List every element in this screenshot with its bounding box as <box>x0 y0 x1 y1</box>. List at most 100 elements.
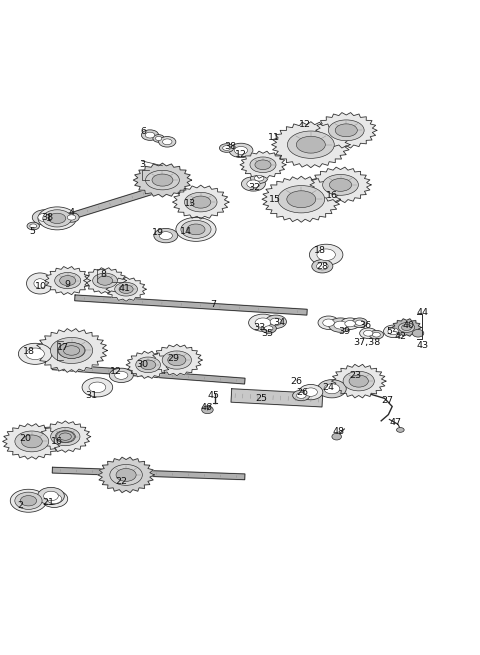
Text: 12: 12 <box>235 150 247 159</box>
Ellipse shape <box>302 140 320 150</box>
Ellipse shape <box>343 371 374 391</box>
Ellipse shape <box>153 135 164 142</box>
Text: 19: 19 <box>152 228 164 237</box>
Text: 44: 44 <box>417 308 429 316</box>
Text: 32: 32 <box>248 183 261 193</box>
Ellipse shape <box>251 173 268 183</box>
Ellipse shape <box>304 388 317 396</box>
Ellipse shape <box>115 282 137 296</box>
Ellipse shape <box>116 468 136 481</box>
Ellipse shape <box>223 145 230 151</box>
Ellipse shape <box>110 464 143 485</box>
Ellipse shape <box>247 180 260 188</box>
Text: 42: 42 <box>395 331 407 341</box>
Polygon shape <box>310 167 371 202</box>
Ellipse shape <box>281 188 322 211</box>
Ellipse shape <box>219 143 234 153</box>
Text: 48: 48 <box>332 427 344 436</box>
Polygon shape <box>98 457 155 493</box>
Text: 33: 33 <box>253 323 265 332</box>
Ellipse shape <box>261 324 276 333</box>
Ellipse shape <box>109 368 133 383</box>
Ellipse shape <box>241 177 265 191</box>
Text: 16: 16 <box>326 191 338 200</box>
Text: 43: 43 <box>417 341 429 350</box>
Ellipse shape <box>384 325 403 337</box>
Text: 20: 20 <box>20 434 32 443</box>
Ellipse shape <box>15 431 49 452</box>
Text: 8: 8 <box>101 271 107 279</box>
Text: 2: 2 <box>17 501 23 510</box>
Ellipse shape <box>297 392 306 398</box>
Ellipse shape <box>310 244 343 265</box>
Ellipse shape <box>55 272 81 289</box>
Polygon shape <box>48 178 183 227</box>
Ellipse shape <box>328 318 352 332</box>
Polygon shape <box>2 424 61 459</box>
Text: 22: 22 <box>115 477 127 486</box>
Polygon shape <box>36 329 108 372</box>
Ellipse shape <box>328 120 364 141</box>
Text: 18: 18 <box>314 246 326 255</box>
Ellipse shape <box>37 487 64 504</box>
Ellipse shape <box>299 384 323 400</box>
Ellipse shape <box>340 318 360 329</box>
Text: 12: 12 <box>299 120 311 129</box>
Ellipse shape <box>163 139 172 145</box>
Ellipse shape <box>20 496 36 506</box>
Ellipse shape <box>332 433 341 440</box>
Ellipse shape <box>30 224 36 228</box>
Polygon shape <box>52 364 245 384</box>
Text: 26: 26 <box>290 377 302 386</box>
Text: 3: 3 <box>139 160 145 169</box>
Ellipse shape <box>335 124 357 137</box>
Ellipse shape <box>48 214 66 223</box>
Ellipse shape <box>296 136 326 153</box>
Text: 16: 16 <box>51 437 63 446</box>
Ellipse shape <box>324 384 340 394</box>
Polygon shape <box>40 421 91 453</box>
Polygon shape <box>240 151 286 178</box>
Ellipse shape <box>288 131 334 159</box>
Ellipse shape <box>15 492 42 510</box>
Text: 28: 28 <box>316 262 328 271</box>
Ellipse shape <box>21 435 42 448</box>
Ellipse shape <box>398 323 415 332</box>
Text: 38: 38 <box>224 142 237 151</box>
Polygon shape <box>316 113 377 148</box>
Ellipse shape <box>145 132 155 138</box>
Text: 10: 10 <box>36 282 48 291</box>
Ellipse shape <box>312 259 333 273</box>
Ellipse shape <box>293 390 310 401</box>
Ellipse shape <box>345 320 355 327</box>
Ellipse shape <box>181 221 211 238</box>
Ellipse shape <box>360 328 377 339</box>
Ellipse shape <box>250 157 276 172</box>
Text: 1: 1 <box>46 214 51 223</box>
Text: 12: 12 <box>109 367 121 376</box>
Text: 31: 31 <box>85 391 98 400</box>
Ellipse shape <box>63 346 80 355</box>
Polygon shape <box>272 122 350 168</box>
Ellipse shape <box>396 428 404 432</box>
Ellipse shape <box>176 217 216 241</box>
Ellipse shape <box>318 316 339 329</box>
Ellipse shape <box>323 319 335 326</box>
Text: 18: 18 <box>23 347 35 356</box>
Ellipse shape <box>292 194 310 204</box>
Text: 4: 4 <box>69 208 74 217</box>
Ellipse shape <box>26 273 53 294</box>
Polygon shape <box>231 389 323 407</box>
Polygon shape <box>52 467 245 479</box>
Polygon shape <box>172 185 229 219</box>
Ellipse shape <box>316 263 328 270</box>
Text: 41: 41 <box>118 284 130 293</box>
Ellipse shape <box>234 147 248 155</box>
Ellipse shape <box>184 193 217 212</box>
Text: 27: 27 <box>382 396 394 405</box>
Ellipse shape <box>27 222 39 230</box>
Ellipse shape <box>64 213 79 222</box>
Ellipse shape <box>26 348 44 360</box>
Ellipse shape <box>318 380 346 398</box>
Ellipse shape <box>388 328 398 335</box>
